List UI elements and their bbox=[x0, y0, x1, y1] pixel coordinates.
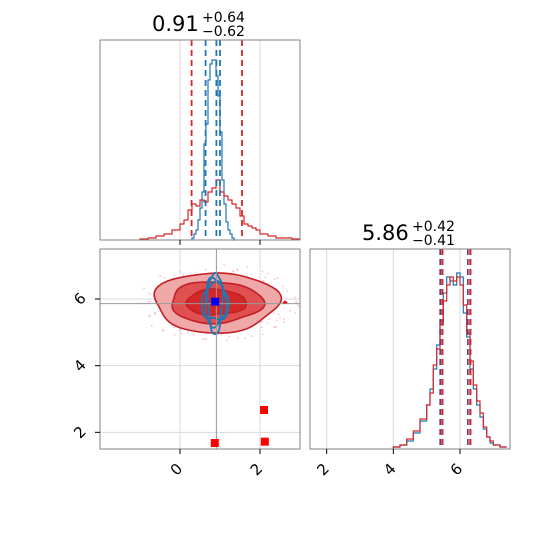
sample-point bbox=[264, 276, 267, 279]
sample-point bbox=[250, 335, 253, 337]
sample-point bbox=[223, 263, 225, 266]
sample-point bbox=[282, 285, 284, 288]
sample-point bbox=[148, 315, 151, 318]
sample-point bbox=[220, 333, 223, 336]
panel3-edge-marker bbox=[282, 300, 288, 305]
panel2-histogram-series-1 bbox=[392, 276, 507, 450]
sample-point bbox=[261, 326, 263, 329]
sample-point bbox=[228, 336, 230, 338]
sample-point bbox=[286, 290, 288, 292]
sample-point bbox=[150, 324, 153, 327]
panel1-frame bbox=[99, 39, 301, 241]
panel1-title-value: 0.91 bbox=[152, 12, 199, 36]
panel1-histogram-series-1 bbox=[139, 179, 300, 240]
panel2-title-minus: −0.41 bbox=[412, 233, 455, 249]
sample-point bbox=[279, 317, 281, 319]
sample-point bbox=[282, 318, 285, 320]
sample-point bbox=[202, 338, 205, 341]
sample-point bbox=[276, 277, 279, 280]
sample-point bbox=[244, 337, 247, 340]
sample-point bbox=[179, 270, 182, 273]
sample-point bbox=[297, 305, 300, 307]
panel1-background bbox=[100, 40, 300, 240]
panel1-title-plus: +0.64 bbox=[202, 10, 245, 26]
sample-point bbox=[173, 275, 176, 277]
sample-point bbox=[172, 326, 175, 329]
sample-point bbox=[267, 272, 269, 275]
outlier-point-2 bbox=[260, 437, 269, 446]
panel3-ytick-label-0: 2 bbox=[70, 423, 89, 442]
outlier-point-1 bbox=[260, 406, 268, 414]
sample-point bbox=[236, 269, 239, 272]
sample-point bbox=[294, 311, 297, 314]
panel2-title-value: 5.86 bbox=[362, 221, 409, 245]
sample-point bbox=[205, 268, 207, 271]
panel1-title-minus: −0.62 bbox=[202, 24, 245, 40]
sample-point bbox=[237, 337, 239, 339]
blue-density-contour-2 bbox=[200, 280, 230, 321]
sample-point bbox=[173, 333, 176, 336]
panel3-ytick-label-2: 6 bbox=[70, 289, 89, 308]
sample-point bbox=[154, 311, 157, 314]
sample-point bbox=[295, 300, 297, 303]
sample-point bbox=[283, 321, 285, 323]
joint-density-plot: 0 2 2 4 6 bbox=[70, 248, 301, 479]
panel2-xtick-label-2: 6 bbox=[447, 460, 466, 479]
panel2-xtick-label-0: 2 bbox=[313, 460, 332, 479]
sample-point bbox=[263, 280, 265, 283]
sample-point bbox=[277, 313, 280, 316]
sample-point bbox=[275, 326, 277, 328]
marginal-histogram-param-1 bbox=[99, 39, 301, 245]
sample-point bbox=[226, 339, 228, 341]
sample-point bbox=[180, 332, 183, 335]
panel2-frame bbox=[309, 248, 511, 450]
sample-point bbox=[261, 270, 264, 273]
sample-point bbox=[274, 278, 276, 281]
sample-point bbox=[260, 321, 263, 323]
sample-point bbox=[179, 329, 182, 332]
blue-density-contour-0 bbox=[206, 271, 224, 336]
sample-point bbox=[163, 277, 166, 279]
sample-point bbox=[182, 274, 184, 277]
sample-point bbox=[204, 338, 207, 340]
sample-point bbox=[246, 265, 249, 268]
panel3-frame bbox=[99, 248, 301, 450]
sample-point bbox=[143, 287, 145, 290]
panel2-title-plus: +0.42 bbox=[412, 219, 455, 235]
best-fit-point bbox=[211, 297, 220, 306]
panel2-title: 5.86 +0.42 −0.41 bbox=[362, 219, 455, 249]
sample-point bbox=[275, 319, 278, 322]
sample-point bbox=[187, 331, 189, 334]
panel3-xtick-label-1: 2 bbox=[247, 460, 266, 479]
panel3-ytick-label-1: 4 bbox=[70, 356, 89, 375]
sample-point bbox=[149, 300, 152, 303]
panel2-background bbox=[310, 249, 510, 449]
panel1-title: 0.91 +0.64 −0.62 bbox=[152, 10, 245, 40]
sample-point bbox=[272, 312, 275, 314]
sample-point bbox=[162, 328, 164, 331]
sample-point bbox=[273, 326, 275, 328]
sample-point bbox=[261, 333, 264, 336]
sample-point bbox=[268, 318, 271, 320]
panel3-xtick-label-0: 0 bbox=[167, 460, 186, 479]
sample-point bbox=[232, 270, 235, 272]
panel1-histogram-series-0 bbox=[191, 59, 236, 241]
sample-point bbox=[289, 309, 291, 312]
outlier-point-0 bbox=[210, 439, 219, 447]
sample-point bbox=[266, 322, 269, 324]
sample-point bbox=[147, 300, 150, 303]
sample-point bbox=[159, 274, 162, 277]
sample-point bbox=[148, 292, 151, 295]
marginal-histogram-param-2: 2 4 6 bbox=[309, 248, 511, 479]
sample-point bbox=[294, 296, 296, 299]
sample-point bbox=[194, 271, 197, 274]
sample-point bbox=[192, 334, 195, 336]
panel2-xtick-label-1: 4 bbox=[380, 460, 399, 479]
